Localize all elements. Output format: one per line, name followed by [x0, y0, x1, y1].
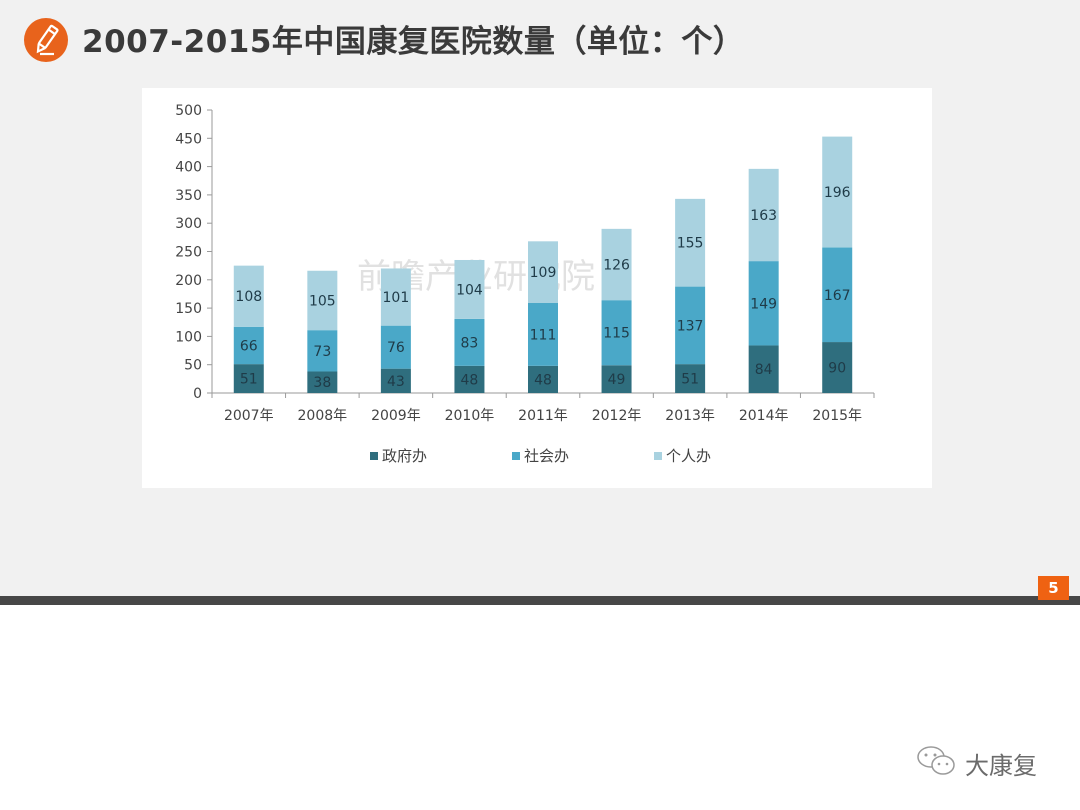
bar-segment [822, 136, 853, 248]
bar-segment [601, 228, 632, 301]
bar-segment [675, 286, 706, 365]
legend-swatch [512, 452, 520, 460]
data-label: 111 [530, 327, 557, 343]
data-label: 83 [461, 335, 479, 351]
bar-segment [380, 368, 411, 393]
bar-segment [380, 325, 411, 369]
chart-card: 前瞻产业研究院050100150200250300350400450500516… [142, 88, 932, 488]
y-tick-label: 400 [175, 160, 202, 176]
data-label: 163 [750, 208, 777, 224]
wechat-account: 大康复 [915, 744, 1037, 782]
data-label: 51 [240, 372, 258, 388]
page-title: 2007-2015年中国康复医院数量（单位：个） [82, 24, 745, 60]
bar-segment [307, 330, 338, 372]
slide-bottom-bar [0, 596, 1080, 605]
wechat-account-name: 大康复 [965, 751, 1037, 780]
x-tick-label: 2013年 [665, 408, 715, 424]
bar-segment [528, 303, 558, 366]
wechat-icon [915, 744, 959, 782]
y-tick-label: 250 [175, 245, 202, 261]
y-tick-label: 100 [175, 329, 202, 345]
bar-segment [233, 326, 264, 365]
y-tick-label: 350 [175, 188, 202, 204]
stacked-bar-chart: 前瞻产业研究院050100150200250300350400450500516… [175, 103, 875, 465]
x-tick-label: 2014年 [739, 408, 789, 424]
bar-segment [748, 168, 779, 262]
bar-segment [380, 268, 411, 326]
data-label: 90 [828, 361, 846, 377]
bar-segment [822, 342, 853, 393]
bar-segment [454, 365, 485, 393]
data-label: 101 [383, 290, 410, 306]
y-tick-label: 200 [175, 273, 202, 289]
y-tick-label: 450 [175, 131, 202, 147]
data-label: 137 [677, 318, 704, 334]
data-label: 49 [608, 372, 626, 388]
bar-segment [675, 364, 706, 393]
bar-segment [307, 371, 338, 393]
x-tick-label: 2007年 [224, 408, 274, 424]
data-label: 66 [240, 338, 258, 354]
bar-segment [307, 270, 338, 331]
data-label: 115 [603, 326, 630, 342]
x-tick-label: 2015年 [812, 408, 862, 424]
legend-label: 政府办 [382, 447, 427, 465]
data-label: 76 [387, 340, 405, 356]
data-label: 84 [755, 362, 773, 378]
x-tick-label: 2008年 [298, 408, 348, 424]
data-label: 38 [313, 375, 331, 391]
x-tick-label: 2010年 [445, 408, 495, 424]
data-label: 48 [534, 372, 552, 388]
x-tick-label: 2012年 [592, 408, 642, 424]
bar-segment [822, 247, 853, 343]
y-tick-label: 300 [175, 216, 202, 232]
pencil-icon [24, 18, 68, 62]
data-label: 155 [677, 236, 704, 252]
bar-segment [748, 261, 779, 346]
data-label: 109 [530, 265, 557, 281]
data-label: 196 [824, 185, 851, 201]
slide: 2007-2015年中国康复医院数量（单位：个） 前瞻产业研究院05010015… [0, 0, 1080, 596]
data-label: 73 [313, 344, 331, 360]
y-tick-label: 150 [175, 301, 202, 317]
data-label: 43 [387, 374, 405, 390]
legend-label: 个人办 [666, 447, 711, 465]
y-tick-label: 500 [175, 103, 202, 119]
bar-segment [233, 265, 264, 327]
y-tick-label: 0 [193, 386, 202, 402]
bar-segment [601, 365, 632, 393]
bar-segment [454, 318, 485, 366]
bar-segment [233, 364, 264, 393]
bar-segment [675, 198, 706, 287]
data-label: 104 [456, 282, 483, 298]
x-tick-label: 2009年 [371, 408, 421, 424]
bar-segment [748, 345, 779, 393]
data-label: 108 [235, 289, 262, 305]
y-tick-label: 50 [184, 358, 202, 374]
data-label: 126 [603, 258, 630, 274]
bar-segment [528, 365, 558, 393]
data-label: 149 [750, 296, 777, 312]
data-label: 167 [824, 288, 851, 304]
legend-swatch [370, 452, 378, 460]
data-label: 51 [681, 372, 699, 388]
x-tick-label: 2011年 [518, 408, 568, 424]
page-number-badge: 5 [1038, 576, 1069, 600]
data-label: 48 [461, 372, 479, 388]
data-label: 105 [309, 293, 336, 309]
bar-segment [528, 241, 558, 304]
bar-segment [601, 300, 632, 366]
legend-swatch [654, 452, 662, 460]
legend-label: 社会办 [524, 447, 569, 465]
bar-segment [454, 259, 485, 319]
